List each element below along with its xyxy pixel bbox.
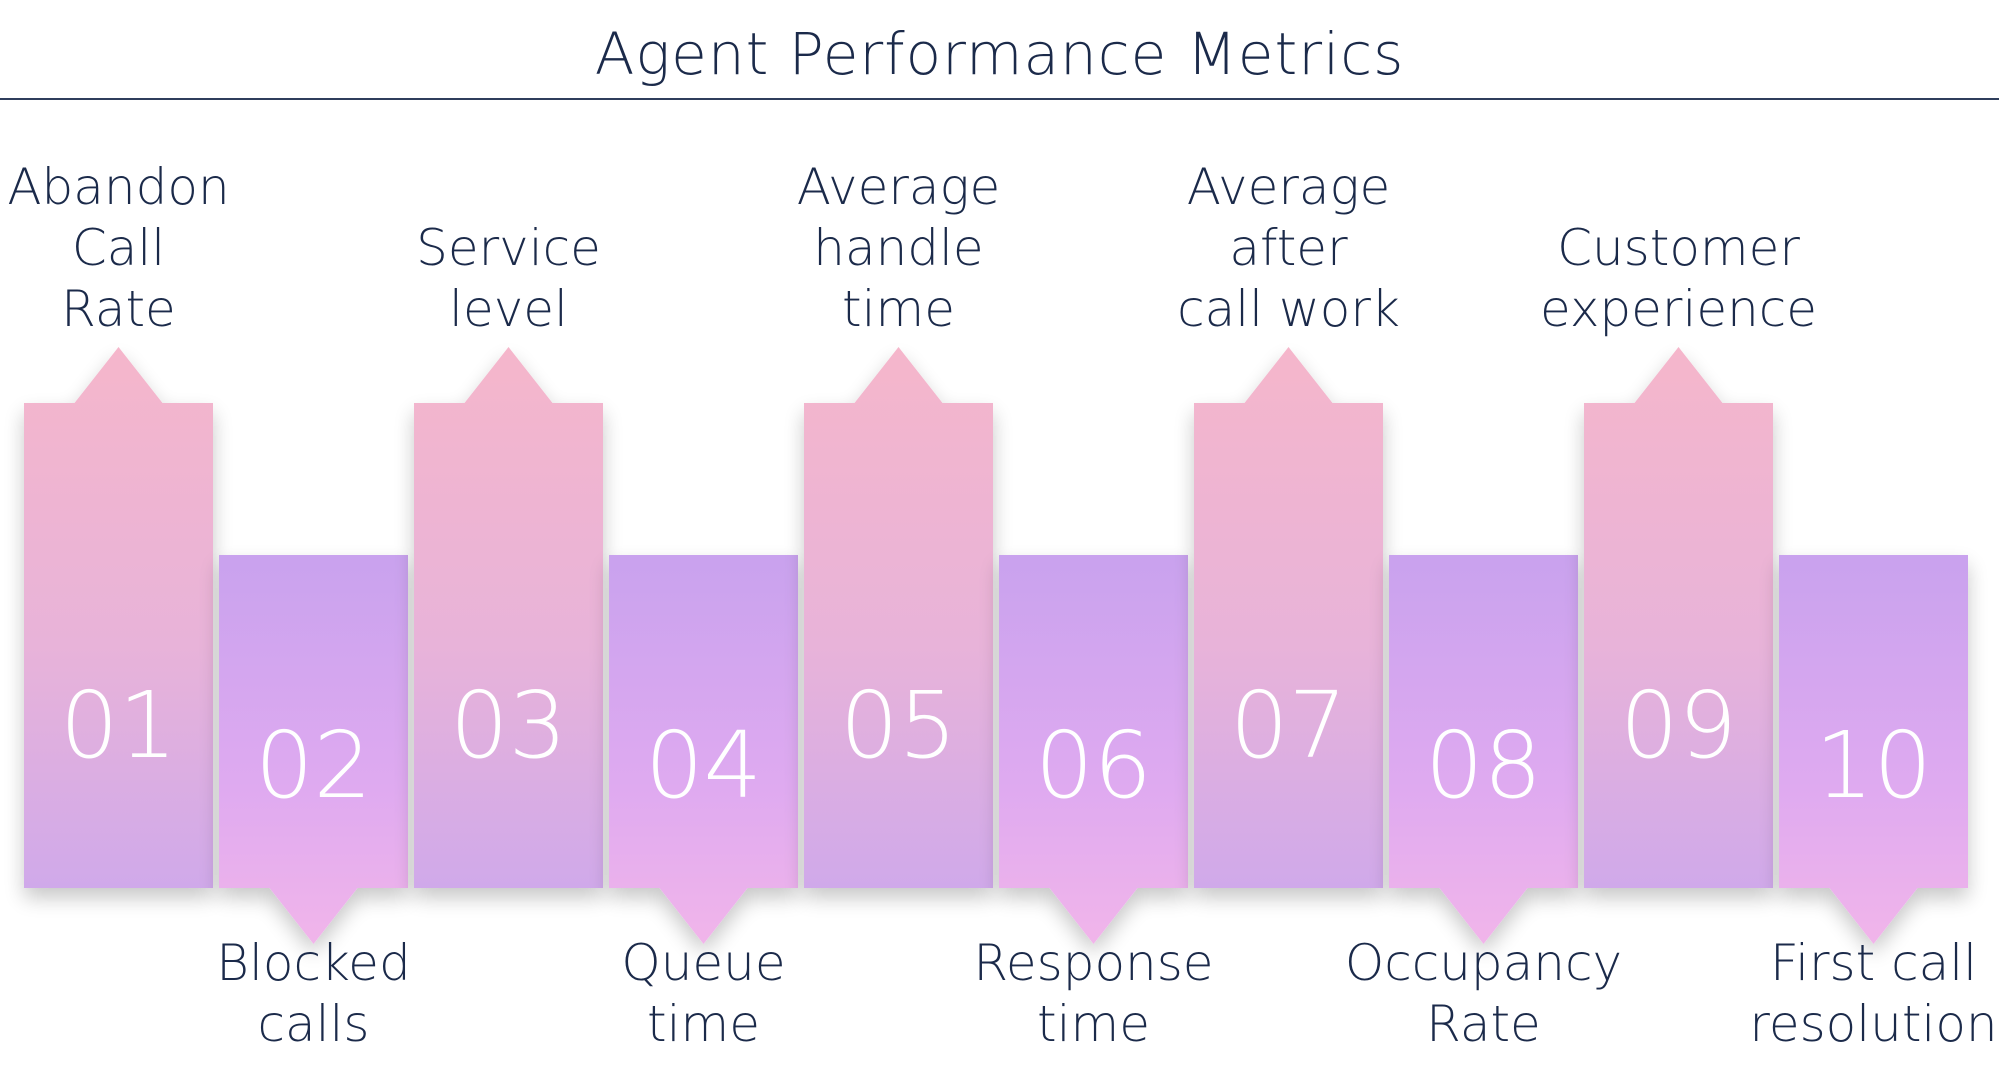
metric-label-line: handle — [813, 219, 984, 277]
metric-label-line: First call — [1769, 934, 1978, 992]
metric-block-02 — [219, 555, 408, 944]
metric-block-10 — [1779, 555, 1968, 944]
metric-block-04 — [609, 555, 798, 944]
metric-label-line: Rate — [61, 280, 176, 338]
metric-block-06 — [999, 555, 1188, 944]
metric-label-07: Average after call work — [1139, 157, 1439, 340]
metric-label-line: Occupancy — [1344, 934, 1623, 992]
metric-label-line: experience — [1539, 280, 1818, 338]
page-title: Agent Performance Metrics — [594, 20, 1405, 88]
metric-label-02: Blocked calls — [164, 933, 464, 1055]
metric-label-line: Average — [796, 158, 1001, 216]
metric-label-line: after — [1229, 219, 1348, 277]
metric-block-05 — [804, 347, 993, 888]
metric-number-03: 03 — [450, 672, 567, 779]
metric-label-line: Queue — [621, 934, 786, 992]
metric-label-line: Service — [416, 219, 601, 277]
metric-number-10: 10 — [1815, 712, 1932, 819]
metric-number-07: 07 — [1230, 672, 1347, 779]
metric-block-01 — [24, 347, 213, 888]
metric-label-line: Blocked — [216, 934, 411, 992]
metric-number-02: 02 — [255, 712, 372, 819]
metric-label-10: First call resolution — [1724, 933, 1999, 1055]
metric-label-line: call work — [1177, 280, 1400, 338]
metric-label-line: time — [1037, 995, 1150, 1053]
metric-number-06: 06 — [1035, 712, 1152, 819]
metric-label-line: time — [647, 995, 760, 1053]
metric-label-line: Average — [1186, 158, 1391, 216]
metric-block-07 — [1194, 347, 1383, 888]
metric-label-line: resolution — [1749, 995, 1998, 1053]
metric-block-09 — [1584, 347, 1773, 888]
metric-label-05: Average handle time — [749, 157, 1049, 340]
metric-label-line: calls — [257, 995, 370, 1053]
metric-label-line: Abandon — [7, 158, 230, 216]
title-divider — [0, 98, 1999, 100]
metric-label-09: Customer experience — [1529, 218, 1829, 340]
metric-label-line: Response — [973, 934, 1214, 992]
metric-label-line: Rate — [1426, 995, 1541, 1053]
metric-label-06: Response time — [944, 933, 1244, 1055]
metric-label-08: Occupancy Rate — [1334, 933, 1634, 1055]
metric-number-01: 01 — [60, 672, 177, 779]
metric-label-line: Customer — [1557, 219, 1800, 277]
metric-label-line: time — [842, 280, 955, 338]
metric-number-04: 04 — [645, 712, 762, 819]
metric-number-08: 08 — [1425, 712, 1542, 819]
metric-block-03 — [414, 347, 603, 888]
metric-block-08 — [1389, 555, 1578, 944]
metric-label-04: Queue time — [554, 933, 854, 1055]
metric-label-01: Abandon Call Rate — [0, 157, 269, 340]
metric-label-line: level — [449, 280, 568, 338]
metric-number-09: 09 — [1620, 672, 1737, 779]
metric-number-05: 05 — [840, 672, 957, 779]
metric-label-line: Call — [71, 219, 166, 277]
metric-label-03: Service level — [359, 218, 659, 340]
